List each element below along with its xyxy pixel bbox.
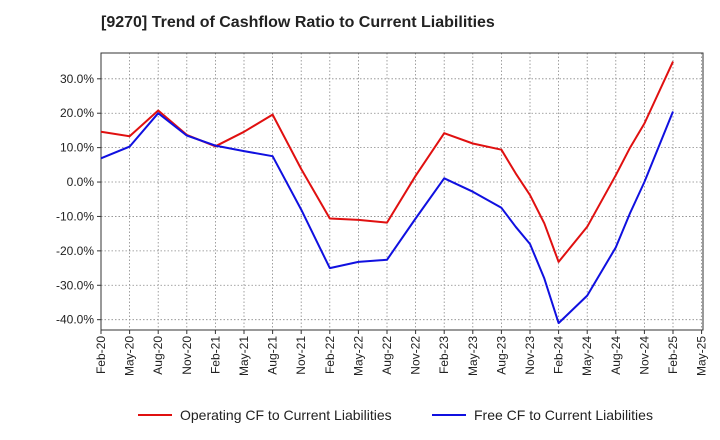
x-tick-label: Aug-21	[266, 336, 280, 375]
legend-swatch-blue	[432, 414, 466, 416]
x-tick-label: Aug-23	[494, 336, 508, 375]
y-tick-label: 10.0%	[60, 141, 94, 155]
x-tick-label: May-24	[580, 336, 594, 376]
legend-item-free-cf: Free CF to Current Liabilities	[432, 402, 653, 428]
legend-label-free-cf: Free CF to Current Liabilities	[474, 407, 653, 423]
legend-swatch-red	[138, 414, 172, 416]
y-tick-label: -10.0%	[56, 209, 94, 223]
x-tick-label: Aug-22	[380, 336, 394, 375]
y-tick-label: -30.0%	[56, 278, 94, 292]
series-layer	[100, 61, 674, 325]
chart-title: [9270] Trend of Cashflow Ratio to Curren…	[101, 14, 495, 31]
y-tick-label: 30.0%	[60, 72, 94, 86]
series-line-free-cf	[100, 111, 674, 325]
x-tick-label: May-25	[695, 336, 709, 376]
x-tick-label: Feb-24	[552, 336, 566, 374]
x-tick-label: May-23	[466, 336, 480, 376]
grid-layer	[101, 53, 703, 330]
y-axis-ticks: -40.0% -30.0% -20.0% -10.0% 0.0% 10.0% 20.0% 30…	[56, 72, 101, 327]
x-tick-label: Aug-20	[151, 336, 165, 375]
x-tick-label: May-20	[123, 336, 137, 376]
x-tick-label: Feb-22	[323, 336, 337, 374]
x-tick-label: Feb-23	[437, 336, 451, 374]
legend-item-operating-cf: Operating CF to Current Liabilities	[138, 402, 392, 428]
y-tick-label: 0.0%	[67, 175, 95, 189]
x-tick-label: May-21	[237, 336, 251, 376]
plot-border	[100, 52, 704, 331]
x-axis-ticks: Feb-20 May-20 Aug-20 Nov-20 Feb-21 May-21 Aug-…	[94, 330, 709, 376]
legend: Operating CF to Current Liabilities Free…	[0, 402, 720, 428]
x-tick-label: Nov-22	[409, 336, 423, 375]
x-tick-label: Feb-20	[94, 336, 108, 374]
x-tick-label: Feb-21	[208, 336, 222, 374]
x-tick-label: Nov-24	[637, 336, 651, 375]
y-tick-label: -40.0%	[56, 313, 94, 327]
plot-frame	[100, 52, 704, 331]
y-tick-label: -20.0%	[56, 244, 94, 258]
x-tick-label: Nov-21	[294, 336, 308, 375]
y-tick-label: 20.0%	[60, 106, 94, 120]
x-tick-label: Nov-20	[180, 336, 194, 375]
legend-label-operating-cf: Operating CF to Current Liabilities	[180, 407, 392, 423]
x-tick-label: May-22	[351, 336, 365, 376]
x-tick-label: Nov-23	[523, 336, 537, 375]
x-tick-label: Feb-25	[666, 336, 680, 374]
x-tick-label: Aug-24	[609, 336, 623, 375]
